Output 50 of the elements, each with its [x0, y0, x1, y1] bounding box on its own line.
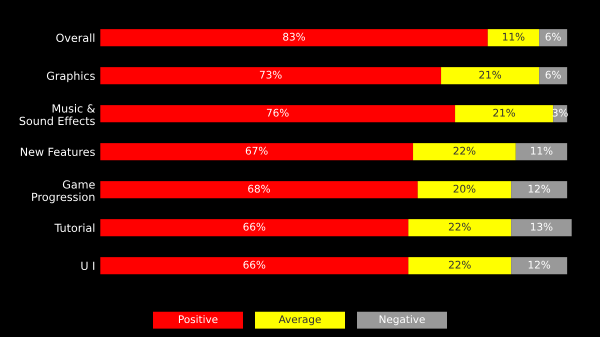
text: Positive — [178, 315, 218, 324]
data-label: 6% — [546, 70, 561, 79]
bar — [511, 219, 572, 236]
text: Negative — [380, 315, 425, 326]
bar — [100, 143, 414, 160]
data-label: 66% — [243, 222, 266, 231]
bar — [511, 257, 568, 274]
y-tick-label: U I — [81, 262, 94, 270]
bar — [100, 29, 488, 46]
y-tick-label: Overall — [56, 33, 94, 42]
text: Average — [278, 315, 321, 326]
bar — [441, 67, 540, 84]
data-label: 11% — [503, 32, 524, 41]
data-label: 6% — [546, 32, 561, 41]
data-label: 22% — [448, 260, 471, 269]
bar — [408, 219, 512, 236]
bar — [100, 67, 442, 84]
bar — [511, 181, 568, 198]
data-label: 20% — [454, 184, 476, 193]
data-label: 13% — [531, 222, 552, 231]
data-label: 67% — [246, 146, 268, 155]
data-label: 22% — [448, 222, 471, 231]
y-tick-label: Tutorial — [54, 223, 94, 232]
data-label: 21% — [479, 70, 502, 79]
data-label: 11% — [531, 146, 552, 155]
data-label: 12% — [528, 260, 550, 269]
bar — [100, 105, 456, 122]
y-tick-label: New Features — [20, 148, 95, 156]
bar — [100, 257, 408, 274]
bar — [539, 67, 568, 84]
data-label: 76% — [266, 108, 289, 117]
bar — [100, 219, 408, 236]
bar — [418, 181, 512, 198]
data-label: 21% — [493, 108, 516, 117]
data-label: 12% — [528, 184, 550, 193]
data-label: 22% — [454, 146, 476, 155]
y-tick-label: Graphics — [46, 71, 95, 82]
bar — [413, 143, 516, 160]
bar — [455, 105, 554, 122]
bar — [100, 181, 418, 198]
data-label: 73% — [260, 70, 282, 79]
bar — [408, 257, 512, 274]
data-label: 83% — [283, 32, 305, 41]
bar — [488, 29, 540, 46]
y-tick-label: Music & Sound Effects — [20, 104, 95, 126]
y-tick-label: Game Progression — [32, 180, 95, 204]
bar — [539, 29, 568, 46]
data-label: 68% — [248, 184, 270, 193]
data-label: 66% — [243, 260, 266, 269]
bar — [516, 143, 568, 160]
